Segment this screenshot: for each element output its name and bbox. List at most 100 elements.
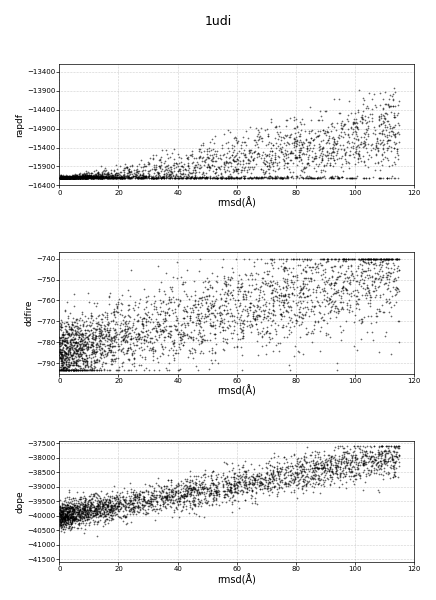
Point — [158, 157, 165, 167]
Point — [140, 335, 147, 344]
Point — [76, 509, 83, 519]
Point — [371, 442, 378, 451]
Point — [371, 468, 378, 478]
Point — [85, 495, 92, 505]
Point — [191, 499, 198, 509]
Point — [306, 457, 313, 467]
Point — [126, 322, 133, 332]
Point — [345, 463, 352, 473]
Point — [385, 258, 392, 268]
Point — [279, 463, 286, 472]
Point — [285, 138, 292, 148]
Point — [378, 442, 385, 451]
Point — [301, 466, 308, 476]
Point — [348, 173, 355, 182]
Point — [62, 348, 69, 358]
Point — [118, 173, 125, 182]
Point — [157, 491, 164, 500]
Point — [193, 333, 200, 343]
Point — [154, 490, 161, 499]
Point — [72, 173, 79, 182]
Point — [229, 472, 236, 481]
Point — [65, 172, 72, 182]
Point — [99, 494, 106, 503]
Point — [250, 469, 257, 479]
Point — [149, 153, 156, 163]
Point — [280, 259, 287, 268]
Point — [72, 170, 78, 180]
Point — [57, 173, 64, 182]
Point — [228, 173, 235, 182]
Point — [368, 451, 375, 461]
Point — [180, 166, 187, 175]
Point — [256, 173, 263, 182]
Point — [92, 511, 99, 520]
Point — [255, 305, 262, 314]
Point — [345, 471, 352, 481]
Point — [334, 470, 341, 479]
Point — [232, 173, 239, 182]
Point — [312, 148, 319, 158]
Point — [184, 488, 191, 498]
Point — [354, 262, 361, 271]
Point — [115, 504, 122, 514]
Point — [233, 482, 240, 491]
Point — [63, 335, 70, 345]
Point — [206, 489, 213, 499]
Point — [368, 465, 375, 475]
Point — [104, 350, 111, 360]
Point — [198, 140, 204, 149]
Point — [68, 352, 75, 361]
Point — [225, 279, 232, 289]
Point — [71, 515, 78, 524]
Point — [75, 523, 82, 532]
Point — [176, 295, 183, 305]
Point — [210, 466, 217, 475]
Point — [136, 332, 143, 342]
Point — [263, 484, 270, 494]
Point — [66, 172, 73, 181]
Point — [82, 325, 89, 334]
Point — [194, 314, 201, 323]
Point — [197, 482, 204, 492]
Point — [207, 322, 214, 331]
Point — [282, 173, 289, 182]
Point — [264, 280, 271, 289]
Point — [203, 484, 210, 494]
Point — [308, 328, 315, 338]
Point — [269, 292, 276, 301]
Point — [57, 172, 64, 181]
Point — [78, 172, 85, 182]
Point — [381, 331, 388, 341]
Point — [260, 479, 267, 489]
Point — [158, 166, 165, 175]
Point — [209, 467, 216, 477]
Point — [223, 173, 230, 182]
Point — [133, 173, 140, 182]
Point — [87, 172, 94, 181]
Point — [120, 171, 127, 181]
Point — [59, 503, 66, 513]
Point — [302, 162, 309, 172]
Point — [133, 497, 140, 507]
Point — [150, 365, 157, 374]
Point — [58, 173, 65, 182]
Point — [72, 342, 79, 352]
Point — [96, 510, 103, 520]
Point — [371, 458, 378, 467]
Point — [67, 172, 74, 182]
Point — [262, 472, 269, 482]
Point — [176, 296, 183, 306]
Point — [339, 443, 346, 453]
Point — [93, 314, 100, 323]
Point — [347, 109, 354, 118]
Point — [98, 501, 105, 511]
Point — [251, 473, 258, 482]
Point — [262, 481, 269, 490]
Point — [183, 307, 190, 316]
Point — [156, 162, 163, 172]
Point — [112, 498, 119, 508]
Point — [307, 276, 314, 286]
Point — [375, 453, 382, 463]
Point — [344, 130, 351, 139]
